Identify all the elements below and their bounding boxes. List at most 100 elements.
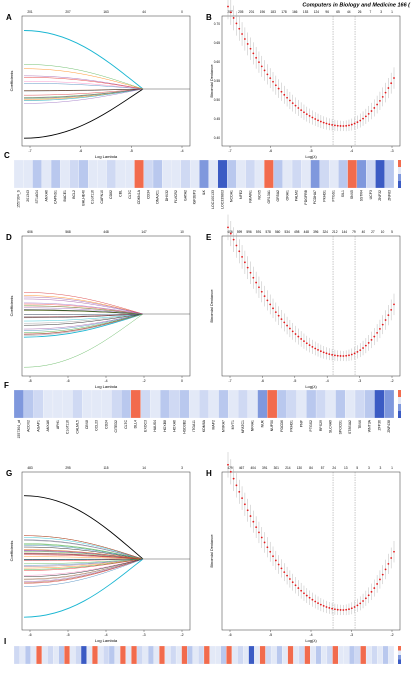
heatmap-cell bbox=[103, 645, 110, 665]
coefficient-path bbox=[23, 313, 143, 322]
heatmap-cell bbox=[62, 389, 73, 419]
heatmap-cell bbox=[131, 645, 138, 665]
heatmap-cell bbox=[143, 159, 154, 189]
top-tick-label: 324 bbox=[323, 230, 329, 234]
coefficient-path bbox=[23, 313, 143, 324]
deviance-point bbox=[384, 319, 387, 321]
deviance-point bbox=[266, 299, 269, 302]
gene-label: MYT1 bbox=[231, 420, 235, 429]
deviance-point bbox=[345, 608, 348, 611]
deviance-point bbox=[322, 121, 325, 124]
top-tick-label: 404 bbox=[250, 466, 256, 470]
coefficient-path bbox=[23, 313, 144, 331]
x-tick-label: -5 bbox=[309, 149, 312, 153]
deviance-point bbox=[252, 52, 255, 55]
gene-label: TBX6 bbox=[358, 420, 362, 429]
heatmap-cell bbox=[231, 645, 238, 665]
y-tick-label: 0.55 bbox=[214, 79, 220, 83]
deviance-point bbox=[348, 354, 350, 357]
deviance-point bbox=[243, 38, 246, 40]
deviance-point bbox=[241, 33, 243, 35]
deviance-point bbox=[345, 124, 348, 127]
deviance-point bbox=[274, 84, 277, 87]
deviance-point bbox=[249, 271, 252, 274]
deviance-point bbox=[291, 330, 294, 333]
deviance-point bbox=[283, 321, 286, 324]
top-tick-label: 24 bbox=[332, 466, 336, 470]
deviance-point bbox=[336, 124, 339, 127]
heatmap-cell bbox=[364, 389, 375, 419]
deviance-point bbox=[350, 123, 353, 126]
deviance-point bbox=[314, 118, 317, 120]
heatmap-cell bbox=[356, 159, 367, 189]
heatmap-cell bbox=[13, 389, 24, 419]
deviance-point bbox=[241, 255, 243, 258]
gene-label: CDKN1A bbox=[137, 189, 141, 204]
deviance-point bbox=[308, 596, 311, 599]
deviance-point bbox=[258, 61, 260, 64]
heatmap-cell bbox=[227, 159, 237, 189]
top-tick-label: 295 bbox=[65, 466, 71, 470]
deviance-point bbox=[255, 56, 258, 59]
gene-label: ITGA11 bbox=[192, 420, 196, 432]
top-tick-label: 301 bbox=[274, 466, 280, 470]
heatmap-cell bbox=[226, 645, 233, 665]
gene-label: ZNF83 bbox=[387, 190, 391, 201]
heatmap-cell bbox=[106, 159, 117, 189]
gene-label: PKHD1 bbox=[290, 420, 294, 432]
deviance-point bbox=[297, 335, 300, 338]
deviance-point bbox=[283, 571, 286, 574]
deviance-point bbox=[331, 353, 334, 356]
gene-label: CLTC bbox=[124, 420, 128, 429]
top-tick-label: 498 bbox=[294, 230, 300, 234]
x-axis-label: Log(λ) bbox=[305, 638, 317, 643]
deviance-point bbox=[353, 606, 356, 608]
gene-label: OR13A1 bbox=[267, 190, 271, 203]
deviance-point bbox=[384, 91, 387, 94]
gene-label: C1orf116 bbox=[66, 420, 70, 434]
deviance-point bbox=[356, 121, 359, 124]
deviance-point bbox=[334, 124, 336, 127]
coefficient-path bbox=[23, 88, 143, 96]
gene-label: PTGS2 bbox=[309, 420, 313, 432]
top-tick-label: 10 bbox=[381, 230, 385, 234]
gene-label: CAPN10 bbox=[100, 190, 104, 204]
deviance-point bbox=[362, 347, 364, 349]
gene-label: ST1AG4 bbox=[35, 190, 39, 203]
deviance-point bbox=[379, 328, 381, 330]
deviance-point bbox=[336, 354, 339, 357]
coefficient-path bbox=[23, 296, 144, 315]
heatmap-cell bbox=[282, 159, 293, 189]
deviance-point bbox=[328, 123, 331, 126]
x-axis-label: Log Lambda bbox=[95, 638, 118, 643]
deviance-point bbox=[263, 541, 266, 544]
y-tick-label: 0.50 bbox=[214, 98, 220, 102]
deviance-point bbox=[390, 557, 393, 559]
coefficient-path bbox=[23, 313, 144, 335]
top-tick-label: 13 bbox=[344, 466, 348, 470]
heatmap-cell bbox=[140, 389, 151, 419]
coefficient-path bbox=[23, 546, 143, 560]
heatmap-cell bbox=[217, 159, 228, 189]
deviance-point bbox=[373, 587, 376, 589]
coefficient-path bbox=[23, 307, 143, 315]
heatmap-cell bbox=[120, 645, 126, 665]
deviance-point bbox=[258, 531, 260, 534]
heatmap-cell bbox=[319, 159, 330, 189]
gene-label: ZFP36 bbox=[377, 420, 381, 431]
deviance-point bbox=[370, 110, 373, 112]
y-tick-label: 0.45 bbox=[214, 117, 220, 121]
y-axis-label: Binomial Deviance bbox=[209, 534, 214, 568]
top-tick-label: 84 bbox=[309, 466, 313, 470]
deviance-point bbox=[339, 355, 342, 357]
gene-label: DNAJC1 bbox=[156, 190, 160, 204]
gene-label: CBL bbox=[119, 190, 123, 197]
deviance-point bbox=[314, 600, 317, 603]
gene-label: NFATC1 bbox=[241, 420, 245, 433]
heatmap-cell bbox=[86, 645, 93, 665]
gene-label: SNX5 bbox=[350, 190, 354, 199]
gene-label: PDGFRB bbox=[304, 189, 308, 204]
deviance-point bbox=[364, 115, 367, 118]
deviance-point bbox=[252, 520, 255, 523]
heatmap-cell bbox=[142, 645, 149, 665]
